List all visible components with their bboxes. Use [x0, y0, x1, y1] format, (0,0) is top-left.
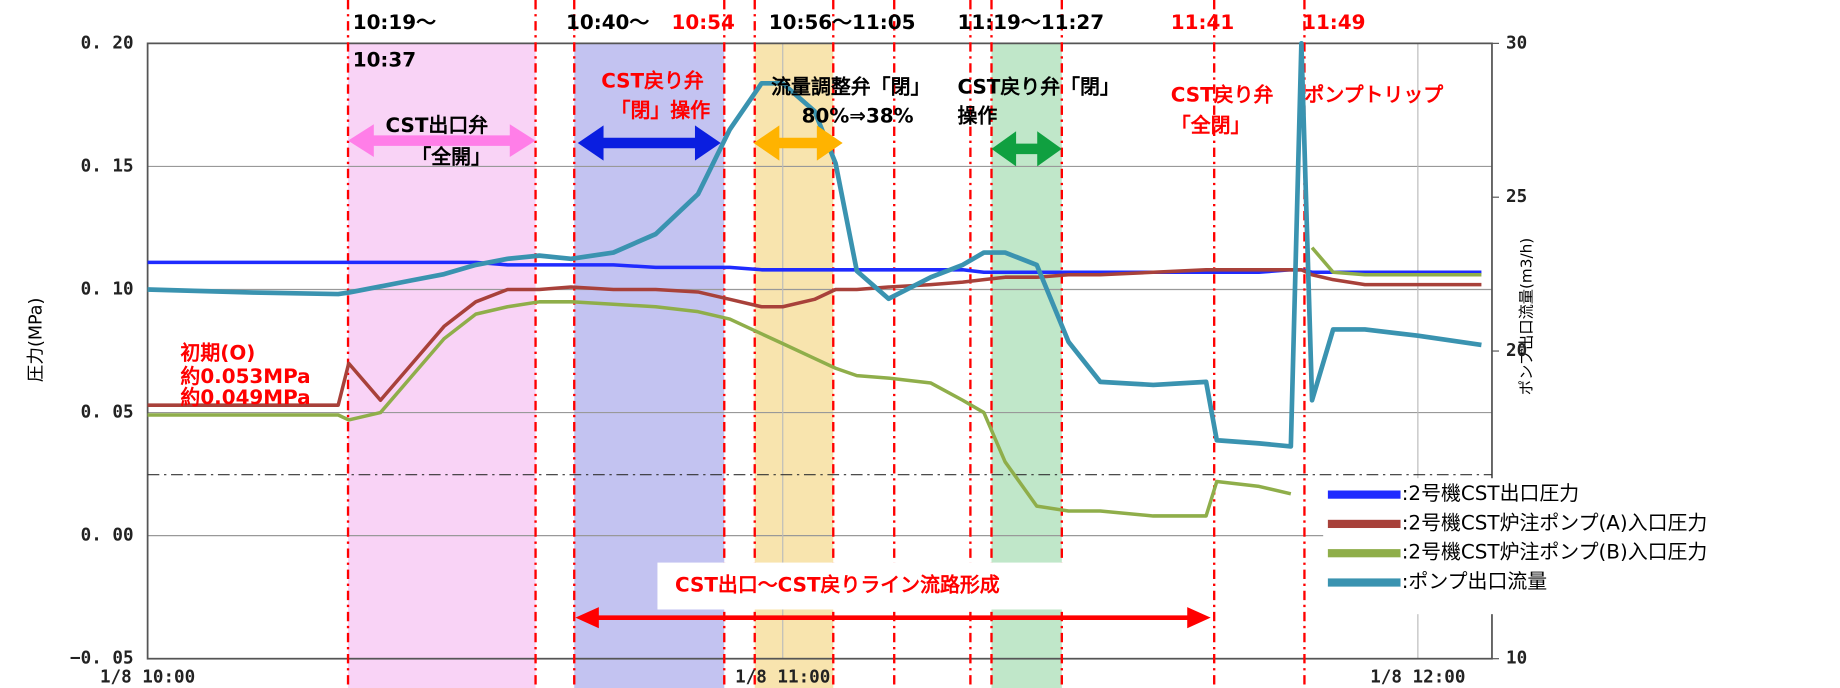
annotation: CST戻り弁「閉」	[958, 74, 1120, 98]
annotation: 初期(O)	[180, 340, 255, 364]
series-lines	[147, 41, 1482, 518]
y-tick-label: −0. 05	[70, 649, 133, 669]
arrow-head	[991, 131, 1017, 167]
annotation: CST出口～CST戻りライン流路形成	[675, 573, 1000, 597]
y-tick-label: 0. 05	[81, 403, 134, 423]
annotation: 10:56～11:05	[769, 11, 916, 34]
annotation: ポンプトリップ	[1304, 83, 1443, 107]
x-tick-label: 1/8 10:00	[100, 667, 195, 687]
y2-tick-label: 30	[1506, 33, 1527, 53]
annotation: 11:41	[1171, 11, 1234, 34]
annotation: 約0.053MPa	[180, 364, 310, 388]
arrow-head	[575, 607, 599, 629]
y-tick-label: 0. 10	[81, 279, 134, 299]
annotation: 10:19～	[353, 11, 436, 34]
arrow-head	[509, 124, 536, 158]
legend-swatch	[1327, 519, 1401, 529]
annotation: 「閉」操作	[611, 98, 711, 122]
annotation: CST戻り弁	[1171, 83, 1274, 107]
annotation: 「全開」	[411, 145, 491, 169]
annotation: 11:49	[1302, 11, 1365, 34]
arrow-head	[1037, 131, 1062, 167]
legend-swatch	[1327, 549, 1401, 558]
annotation: 11:19～11:27	[958, 11, 1105, 34]
arrow-head	[753, 125, 780, 161]
series-line	[147, 41, 1482, 449]
label-bg	[657, 562, 1150, 610]
x-tick-label: 1/8 12:00	[1370, 667, 1465, 687]
annotation: 80%⇒38%	[802, 105, 914, 128]
arrow-head	[816, 125, 843, 161]
legend-bg	[1323, 478, 1839, 615]
annotation: 10:40～	[566, 11, 649, 34]
y-tick-label: 0. 00	[81, 526, 134, 546]
arrow-head	[1187, 607, 1211, 629]
arrow-head	[694, 125, 721, 161]
annotation: 流量調整弁「閉」	[771, 74, 930, 98]
labels: 圧力(MPa) ポンプ出口流量(m3/h) −0. 05 0. 00 0. 05 0.…	[26, 11, 1535, 688]
legend-swatch	[1327, 578, 1401, 587]
series-line	[147, 268, 1482, 407]
legend-label: :2号機CST炉注ポンプ(B)入口圧力	[1402, 541, 1708, 564]
legend-swatch	[1327, 490, 1401, 499]
arrow-head	[577, 125, 604, 161]
legend-label: :2号機CST出口圧力	[1402, 482, 1580, 505]
y2-axis-label: ポンプ出口流量(m3/h)	[1518, 238, 1536, 395]
legend: :2号機CST出口圧力 :2号機CST炉注ポンプ(A)入口圧力 :2号機CST炉注ポ…	[1327, 482, 1708, 593]
annotation: CST戻り弁	[601, 69, 704, 93]
plot-frame	[146, 42, 1493, 660]
legend-label: :ポンプ出口流量	[1402, 570, 1548, 593]
annotation: 約0.049MPa	[180, 385, 310, 409]
series-line	[147, 246, 1482, 518]
y2-tick-label: 25	[1506, 187, 1527, 207]
y-tick-label: 0. 20	[81, 33, 134, 53]
annotation: 10:54	[672, 11, 735, 34]
annotation: 「全閉」	[1171, 113, 1251, 137]
y-axis-label: 圧力(MPa)	[26, 298, 46, 383]
band-pink	[348, 43, 536, 688]
arrows	[348, 124, 1211, 629]
annotation: 10:37	[353, 48, 416, 71]
y2-tick-label: 20	[1506, 341, 1527, 361]
y-tick-label: 0. 15	[81, 156, 134, 176]
x-tick-label: 1/8 11:00	[735, 667, 830, 687]
annotation: CST出口弁	[386, 113, 489, 137]
legend-label: :2号機CST炉注ポンプ(A)入口圧力	[1402, 511, 1708, 534]
arrow-head	[348, 124, 374, 158]
y2-tick-label: 10	[1506, 649, 1527, 669]
annotation: 操作	[958, 104, 998, 128]
